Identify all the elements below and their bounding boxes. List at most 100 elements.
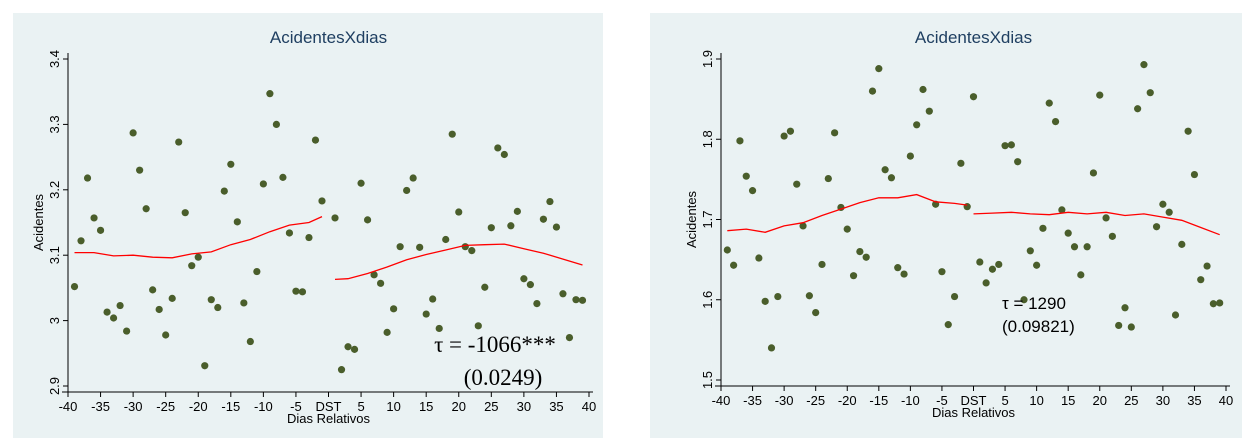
data-point [331,214,339,222]
data-point [83,174,92,182]
data-point [919,85,927,94]
data-point [181,209,189,217]
x-tick-label: DST [961,393,987,408]
data-point [900,270,908,278]
data-point [1203,262,1211,270]
x-tick-label: -25 [806,393,825,408]
data-point [403,186,411,195]
x-tick-label: -35 [743,393,762,408]
data-point [969,93,978,101]
data-point [487,224,495,232]
data-point [1146,89,1154,97]
data-point [70,282,79,291]
y-tick-label: 3.1 [47,246,62,264]
scatter-chart-right: AcidentesXdias 1.5 1.6 1.7 1.8 1.9 -40 -35 -30 -2… [684,28,1233,420]
y-axis-label: Acidentes [684,190,699,248]
x-tick-label: -15 [869,393,888,408]
y-tick-label: 3.2 [47,181,62,199]
data-point [1134,105,1142,113]
data-point [1045,99,1053,107]
data-point [305,233,313,242]
chart-title: AcidentesXdias [270,28,387,47]
data-point [1001,142,1009,150]
y-axis-label: Acidentes [31,193,46,251]
data-point [1102,214,1110,222]
data-point [843,225,851,233]
data-point [906,152,914,160]
data-point [805,292,813,300]
data-point [1033,261,1041,269]
x-tick-label: 40 [582,399,596,414]
data-point [572,296,580,304]
data-point [1178,240,1186,248]
data-point [227,160,235,168]
data-point [957,159,965,167]
data-point [435,324,443,333]
data-point [136,166,144,174]
data-point [1064,229,1072,237]
x-axis-label: Dias Relativos [287,411,371,426]
data-point [422,310,430,318]
data-point [1140,61,1148,69]
x-tick-label: -5 [290,399,302,414]
data-point [887,174,896,182]
x-tick-label: 5 [1001,393,1008,408]
x-tick-label: -20 [838,393,857,408]
y-tick-label: 1.6 [700,291,715,309]
data-point [812,308,820,317]
data-point [279,173,287,181]
data-point [849,272,858,280]
y-tick-label: 3.4 [47,50,62,68]
data-point [780,132,788,140]
data-point [201,362,209,370]
data-point [240,299,248,307]
standard-error-annotation: (0.0249) [464,365,543,390]
data-point [748,187,757,195]
data-point [377,279,385,287]
data-point [357,179,365,187]
x-tick-label: -30 [124,399,143,414]
chart-panel-right: AcidentesXdias 1.5 1.6 1.7 1.8 1.9 -40 -35 -30 -2… [650,13,1242,438]
data-point [350,345,359,353]
data-point [818,260,826,269]
data-point [77,237,85,245]
data-point [1014,158,1022,166]
data-point [1058,206,1066,214]
data-point [507,222,515,230]
data-point [1039,224,1047,232]
chart-panel-left: AcidentesXdias 2.9 3 3.1 3.2 3.3 3.4 -40 -35 -30-… [13,13,603,438]
data-point [1209,300,1217,308]
fitted-line [74,216,323,259]
data-point [259,180,267,188]
data-point [723,246,731,254]
data-point [311,136,320,144]
x-tick-label: 35 [549,399,563,414]
data-point [513,207,521,215]
data-point [396,243,404,251]
data-point [337,366,346,374]
data-point [1190,170,1199,179]
data-point [1077,271,1085,279]
x-tick-label: 20 [452,399,466,414]
x-tick-label: -25 [156,399,175,414]
x-tick-label: 20 [1093,393,1107,408]
data-point [1165,208,1173,216]
data-point [1197,276,1205,284]
data-point [1159,200,1167,208]
data-point [292,287,300,295]
data-point [129,129,137,137]
x-tick-label: -40 [712,393,731,408]
data-point [761,297,769,305]
data-point [875,65,883,73]
data-point [416,243,424,251]
data-point [831,129,839,137]
data-point [1026,247,1034,255]
x-tick-label: 15 [1061,393,1075,408]
tau-annotation: τ = 1290 [1002,294,1066,313]
data-point [90,214,98,222]
x-tick-label: -15 [221,399,240,414]
data-point [736,137,744,145]
data-point [168,294,176,302]
x-tick-label: -10 [254,399,273,414]
x-tick-label: 30 [517,399,531,414]
